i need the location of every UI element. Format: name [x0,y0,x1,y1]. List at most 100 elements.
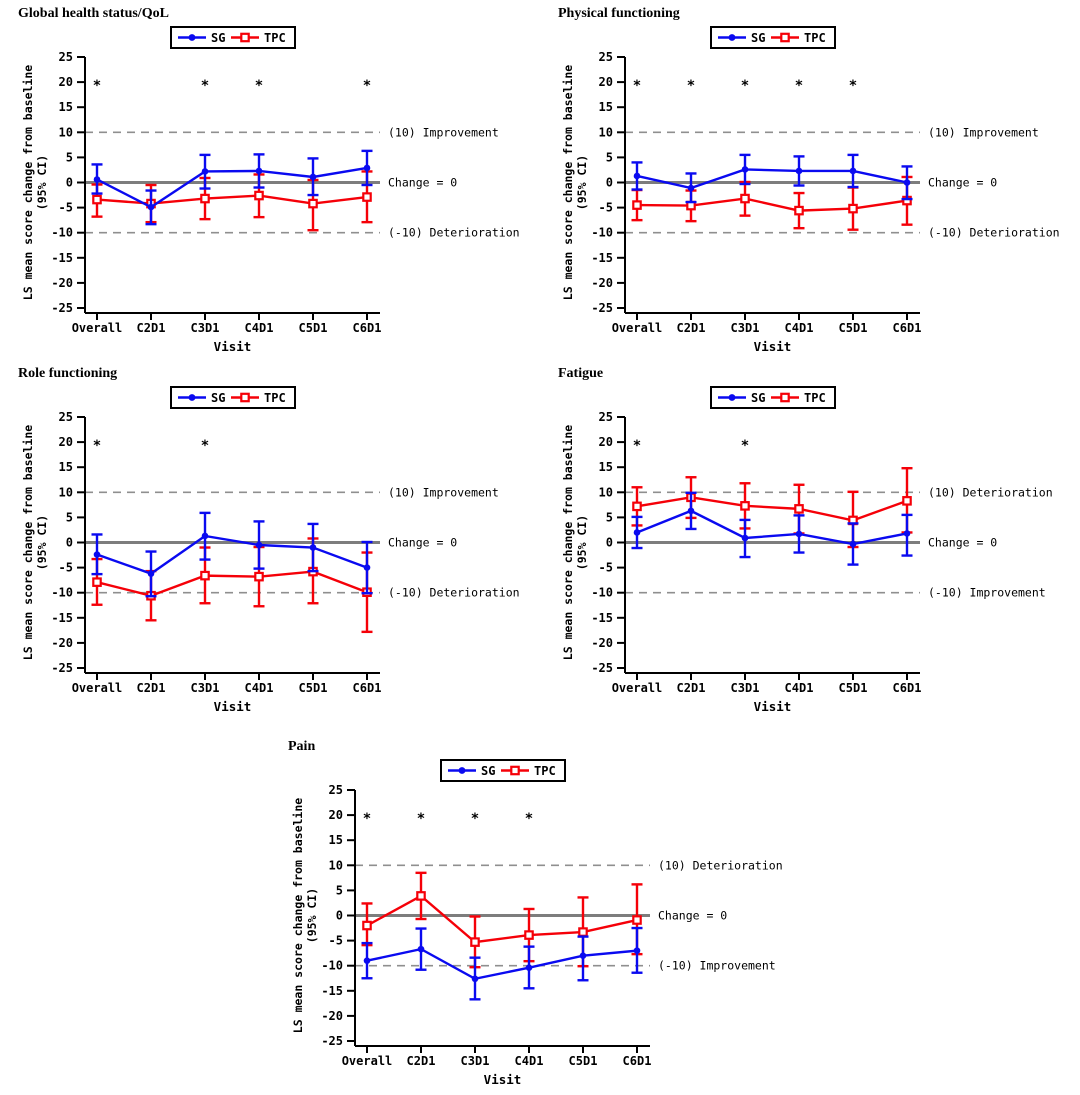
data-point-marker-tpc [794,504,804,514]
y-tick-label: 5 [606,510,613,524]
data-point-marker-tpc [416,891,426,901]
chart-title: Pain [288,739,316,754]
legend-label-tpc: TPC [804,391,826,405]
x-tick-label: C3D1 [461,1054,490,1068]
y-tick-label: 0 [66,536,73,550]
significance-asterisk: * [687,78,695,94]
legend-marker-tpc [240,392,250,403]
y-tick-label: -5 [599,201,613,215]
y-tick-label: -10 [51,226,73,240]
reference-label-upper: (10) Improvement [388,485,499,499]
reference-label-zero: Change = 0 [388,176,457,190]
reference-label-upper: (10) Deterioration [928,485,1053,499]
data-point-marker-tpc [632,200,642,210]
series-line-sg [96,166,368,209]
y-tick-label: -20 [591,636,613,650]
x-tick-label: Overall [612,681,663,695]
series-line-sg [366,947,638,981]
y-tick-label: 10 [59,485,73,499]
significance-asterisk: * [741,438,749,454]
data-point-marker-sg [687,507,695,515]
legend-label-tpc: TPC [804,31,826,45]
significance-asterisk: * [93,438,101,454]
y-axis-title-line2: (95% CI) [305,888,319,943]
significance-asterisk: * [633,438,641,454]
significance-asterisk: * [363,78,371,94]
chart-plot: (10) Improvement Change = 0 (-10) Deterior… [561,26,1060,354]
y-tick-label: -25 [51,301,73,315]
significance-asterisk: * [201,438,209,454]
data-point-marker-sg [363,164,371,172]
y-tick-label: -20 [51,276,73,290]
y-tick-label: -15 [591,611,613,625]
significance-asterisk: * [525,811,533,827]
chart-plot: (10) Improvement Change = 0 (-10) Deterior… [21,386,520,714]
y-tick-label: -5 [59,201,73,215]
significance-asterisk: * [795,78,803,94]
data-point-marker-tpc [92,194,102,205]
significance-asterisk: * [417,811,425,827]
legend-label-tpc: TPC [534,764,556,778]
reference-label-lower: (-10) Improvement [928,586,1046,600]
legend-label-sg: SG [211,391,225,405]
data-point-marker-sg [633,529,641,536]
data-point-marker-sg [363,564,371,571]
data-point-marker-sg [147,203,155,211]
data-point-marker-tpc [200,570,210,581]
x-tick-label: C5D1 [839,681,868,695]
x-tick-label: C4D1 [245,321,274,335]
reference-label-lower: (-10) Deterioration [388,226,520,240]
data-point-marker-tpc [524,930,534,940]
legend-marker-sg [728,34,736,41]
chart-plot: (10) Deterioration Change = 0 (-10) Improv… [291,759,783,1087]
y-tick-label: 5 [66,150,73,164]
series-line-tpc [96,570,368,597]
x-tick-label: C2D1 [677,321,706,335]
y-tick-label: -15 [51,251,73,265]
data-point-marker-sg [255,541,263,549]
x-tick-label: C4D1 [785,681,814,695]
chart-fatigue: Fatigue (10) Deterioration Change = 0 (-10… [540,360,1080,722]
chart-plot: (10) Deterioration Change = 0 (-10) Improv… [561,386,1053,714]
series-line-tpc [636,496,908,522]
x-tick-label: Overall [342,1054,393,1068]
y-tick-label: 5 [66,510,73,524]
data-point-marker-tpc [902,496,912,506]
data-point-marker-tpc [578,927,588,937]
y-tick-label: 20 [59,75,73,89]
x-tick-label: C4D1 [515,1054,544,1068]
y-tick-label: 0 [336,909,343,923]
x-tick-label: Overall [72,681,123,695]
y-tick-label: 15 [329,833,343,847]
data-point-marker-sg [525,964,533,972]
y-tick-label: 10 [599,485,613,499]
y-axis-title-line1: LS mean score change from baseline [561,65,575,300]
y-tick-label: -10 [591,226,613,240]
x-tick-label: C2D1 [677,681,706,695]
chart-title: Fatigue [558,366,604,381]
legend-marker-tpc [780,32,790,43]
y-tick-label: -10 [51,586,73,600]
series-line-tpc [636,197,908,212]
y-tick-label: 0 [606,536,613,550]
y-tick-label: -10 [321,959,343,973]
chart-plot: (10) Improvement Change = 0 (-10) Deterior… [21,26,520,354]
x-tick-label: C2D1 [137,321,166,335]
reference-label-zero: Change = 0 [658,909,727,923]
y-tick-label: -5 [329,934,343,948]
x-axis-title: Visit [214,699,252,714]
data-point-marker-sg [741,534,749,542]
x-tick-label: C3D1 [191,321,220,335]
reference-label-zero: Change = 0 [388,536,457,550]
y-tick-label: 20 [599,75,613,89]
series-line-sg [636,509,908,546]
data-point-marker-sg [309,544,317,551]
legend-marker-tpc [240,32,250,43]
data-point-marker-sg [579,952,587,959]
data-point-marker-tpc [200,193,210,204]
data-point-marker-sg [471,975,479,983]
reference-label-upper: (10) Improvement [388,125,499,139]
data-point-marker-tpc [254,571,264,582]
x-tick-label: C2D1 [407,1054,436,1068]
